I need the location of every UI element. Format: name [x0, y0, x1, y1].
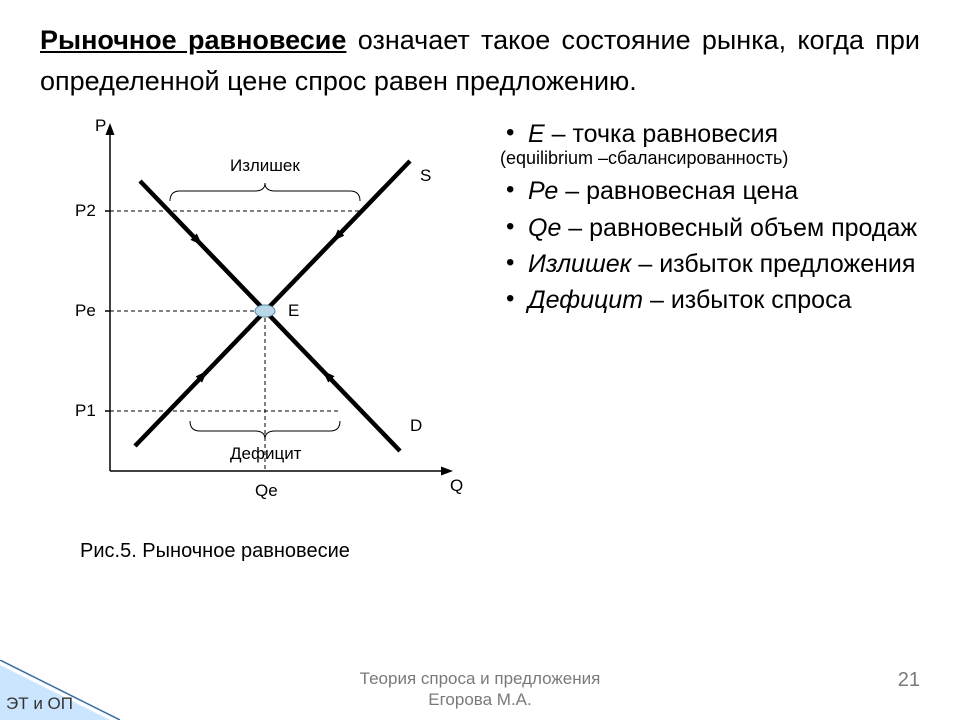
- s-label: S: [420, 166, 431, 185]
- bullet-list: Е – точка равновесия (equilibrium –сбала…: [500, 116, 920, 318]
- diagram-column: P Q P2 Pe P1 Qe S D E Излишек Дефицит Ри…: [40, 111, 490, 563]
- bullet-3: Qe – равновесный объем продаж: [500, 210, 920, 246]
- x-axis-label: Q: [450, 476, 463, 495]
- bullet-4: Излишек – избыток предложения: [500, 246, 920, 282]
- p2-label: P2: [75, 201, 96, 220]
- definition-paragraph: Рыночное равновесие означает такое состо…: [40, 20, 920, 101]
- y-axis-label: P: [95, 116, 106, 135]
- footer-center: Теория спроса и предложения Егорова М.А.: [360, 669, 601, 710]
- page-number: 21: [898, 669, 920, 692]
- bullet-1: Е – точка равновесия: [500, 116, 920, 152]
- bullet-5: Дефицит – избыток спроса: [500, 282, 920, 318]
- surplus-brace: [170, 183, 360, 201]
- pe-label: Pe: [75, 301, 96, 320]
- p1-label: P1: [75, 401, 96, 420]
- bullet-2: Ре – равновесная цена: [500, 173, 920, 209]
- surplus-label: Излишек: [230, 156, 300, 175]
- d-label: D: [410, 416, 422, 435]
- e-label: E: [288, 301, 299, 320]
- supply-curve: [135, 161, 410, 446]
- equilibrium-diagram: P Q P2 Pe P1 Qe S D E Излишек Дефицит: [40, 111, 480, 531]
- figure-caption: Рис.5. Рыночное равновесие: [80, 540, 490, 563]
- slide: Рыночное равновесие означает такое состо…: [0, 0, 960, 720]
- qe-label: Qe: [255, 481, 278, 500]
- definition-term: Рыночное равновесие: [40, 25, 346, 55]
- corner-label: ЭТ и ОП: [6, 694, 73, 714]
- equilibrium-point: [255, 305, 275, 317]
- content-row: P Q P2 Pe P1 Qe S D E Излишек Дефицит Ри…: [40, 111, 920, 563]
- bullets-column: Е – точка равновесия (equilibrium –сбала…: [500, 111, 920, 563]
- deficit-label: Дефицит: [230, 444, 302, 463]
